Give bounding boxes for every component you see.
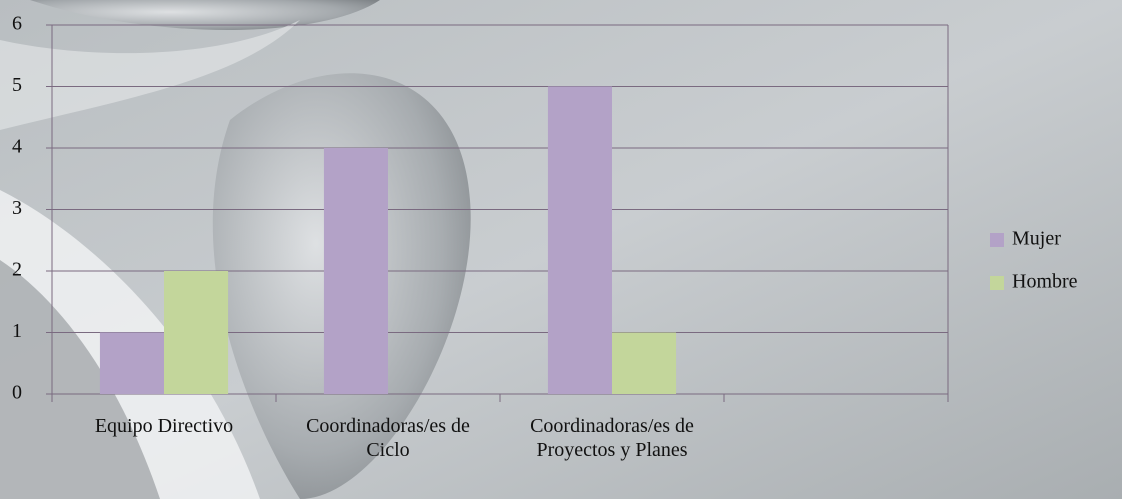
y-tick-label: 2: [12, 259, 22, 281]
x-tick-label: Coordinadoras/es de Ciclo: [306, 415, 470, 461]
bar: [99, 332, 164, 394]
bar: [164, 271, 229, 394]
y-tick-label: 4: [12, 136, 22, 158]
x-tick-label: Equipo Directivo: [94, 415, 234, 437]
y-tick-label: 1: [12, 320, 22, 342]
y-tick-label: 5: [12, 74, 22, 96]
bar: [612, 332, 677, 394]
legend-label: Hombre: [1012, 271, 1078, 293]
legend-swatch: [990, 233, 1004, 247]
bar: [547, 86, 612, 394]
y-tick-label: 3: [12, 197, 22, 219]
x-tick-label: Coordinadoras/es de Proyectos y Planes: [530, 415, 694, 461]
decor: [0, 20, 300, 130]
bar: [323, 148, 388, 394]
legend-label: Mujer: [1012, 228, 1061, 250]
decor: [0, 260, 160, 499]
legend-swatch: [990, 276, 1004, 290]
y-tick-label: 0: [12, 382, 22, 404]
decor: [30, 0, 380, 30]
y-tick-label: 6: [12, 13, 22, 35]
